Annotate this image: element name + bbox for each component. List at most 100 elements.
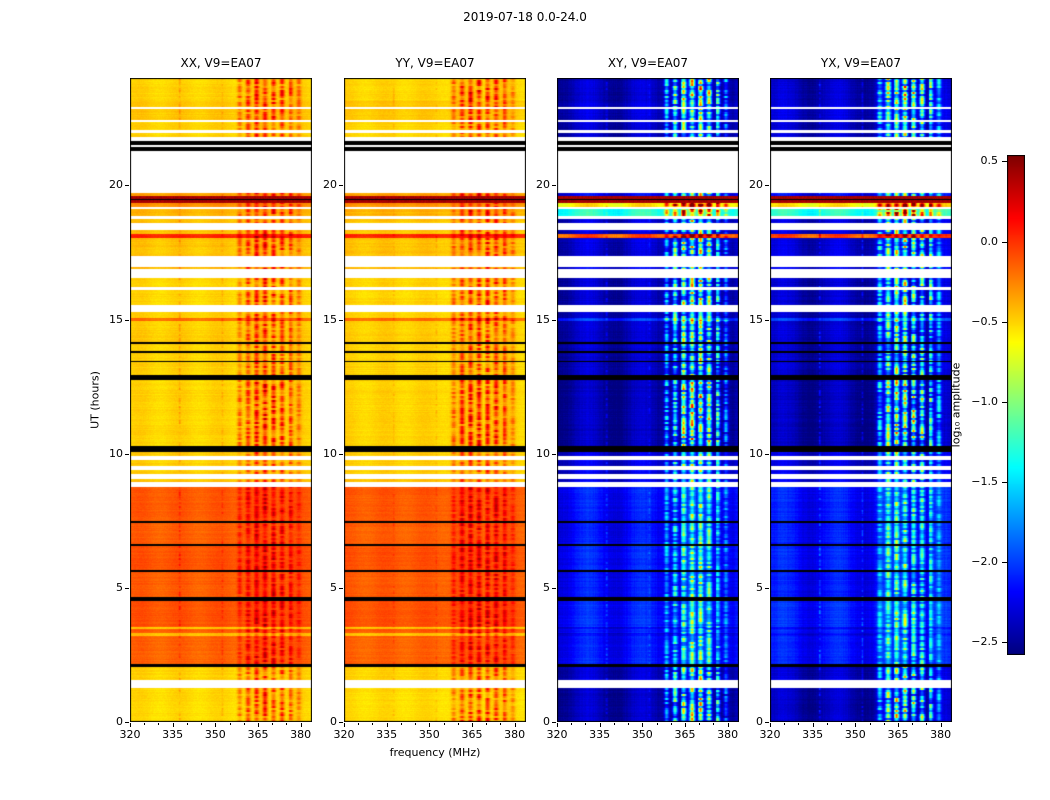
x-tick-label: 380 [290, 728, 312, 741]
x-tick [557, 723, 558, 727]
x-tick [257, 723, 259, 727]
heatmap-yy [344, 78, 526, 722]
y-tick-label: 15 [109, 312, 123, 326]
figure-title: 2019-07-18 0.0-24.0 [463, 10, 587, 24]
x-minor-tick [784, 723, 786, 725]
x-tick [897, 723, 899, 727]
colorbar-tick [1002, 642, 1007, 644]
y-tick-label: 10 [536, 446, 550, 460]
y-tick [125, 185, 129, 187]
x-tick-label: 380 [717, 728, 739, 741]
x-tick [514, 723, 516, 727]
heatmap-xy [557, 78, 739, 722]
y-tick [552, 587, 556, 589]
x-tick-label: 365 [887, 728, 909, 741]
x-minor-tick [613, 723, 615, 725]
x-tick [770, 723, 771, 727]
x-minor-tick [186, 723, 188, 725]
y-tick-label: 10 [749, 446, 763, 460]
panel-title-yy: YY, V9=EA07 [395, 56, 475, 70]
y-tick-label: 0 [756, 715, 763, 728]
x-tick-label: 335 [802, 728, 824, 741]
x-tick-label: 365 [461, 728, 483, 741]
x-tick [300, 723, 302, 727]
x-minor-tick [500, 723, 502, 725]
y-tick-label: 15 [323, 312, 337, 326]
x-tick [130, 723, 131, 727]
x-minor-tick [883, 723, 885, 725]
y-tick-label: 5 [116, 580, 123, 594]
x-tick-label: 350 [844, 728, 866, 741]
x-tick [855, 723, 857, 727]
x-minor-tick [571, 723, 573, 725]
colorbar [1007, 155, 1025, 655]
y-tick [339, 453, 343, 455]
x-tick [684, 723, 686, 727]
x-tick [429, 723, 431, 727]
heatmap-xx [130, 78, 312, 722]
y-tick [765, 319, 769, 321]
y-tick [339, 185, 343, 187]
x-minor-tick [372, 723, 374, 725]
y-tick-label: 0 [330, 715, 337, 728]
x-minor-tick [869, 723, 871, 725]
x-minor-tick [457, 723, 459, 725]
x-tick [940, 723, 942, 727]
y-tick-label: 10 [109, 446, 123, 460]
y-tick [552, 453, 556, 455]
x-minor-tick [670, 723, 672, 725]
y-tick [339, 722, 343, 723]
colorbar-tick-label: −2.0 [971, 555, 998, 569]
x-minor-tick [286, 723, 288, 725]
x-minor-tick [699, 723, 701, 725]
x-tick [642, 723, 644, 727]
colorbar-tick-label: 0.0 [980, 234, 999, 248]
x-tick-label: 320 [546, 728, 568, 741]
x-tick-label: 335 [589, 728, 611, 741]
y-tick [765, 587, 769, 589]
x-tick-label: 350 [418, 728, 440, 741]
colorbar-tick-label: −0.5 [971, 314, 998, 328]
x-minor-tick [201, 723, 203, 725]
x-minor-tick [400, 723, 402, 725]
x-tick [812, 723, 814, 727]
colorbar-tick-label: −2.5 [971, 635, 998, 649]
colorbar-tick [1002, 321, 1007, 323]
x-tick-label: 335 [376, 728, 398, 741]
y-tick [765, 453, 769, 455]
y-tick-label: 20 [749, 178, 763, 192]
x-axis-label: frequency (MHz) [389, 746, 481, 759]
y-tick [552, 319, 556, 321]
colorbar-tick [1002, 401, 1007, 403]
x-tick-label: 350 [631, 728, 653, 741]
y-tick [125, 453, 129, 455]
x-minor-tick [358, 723, 360, 725]
x-tick [172, 723, 174, 727]
x-tick [386, 723, 388, 727]
colorbar-tick-label: −1.5 [971, 474, 998, 488]
y-tick [552, 185, 556, 187]
colorbar-label: log₁₀ amplitude [949, 362, 963, 448]
y-tick-label: 5 [543, 580, 550, 594]
x-tick [727, 723, 729, 727]
colorbar-tick [1002, 241, 1007, 243]
x-minor-tick [415, 723, 417, 725]
y-tick-label: 5 [330, 580, 337, 594]
x-tick [215, 723, 217, 727]
x-tick [471, 723, 473, 727]
x-minor-tick [798, 723, 800, 725]
x-minor-tick [912, 723, 914, 725]
y-tick-label: 0 [116, 715, 123, 728]
x-tick-label: 380 [504, 728, 526, 741]
y-tick-label: 0 [543, 715, 550, 728]
y-tick-label: 5 [756, 580, 763, 594]
x-minor-tick [628, 723, 630, 725]
y-tick [552, 722, 556, 723]
x-tick [344, 723, 345, 727]
panel-title-xy: XY, V9=EA07 [607, 56, 689, 70]
x-minor-tick [229, 723, 231, 725]
x-minor-tick [443, 723, 445, 725]
panel-title-xx: XX, V9=EA07 [180, 56, 262, 70]
x-minor-tick [713, 723, 715, 725]
